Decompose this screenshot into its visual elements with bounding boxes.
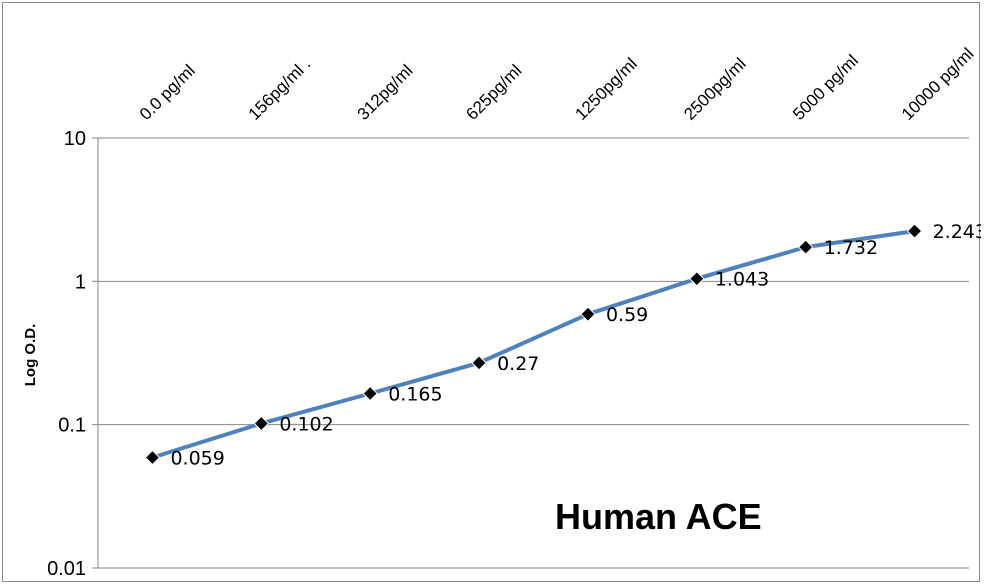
y-tick-label: 0.1 (58, 415, 86, 437)
category-label: 5000 pg/ml (789, 51, 862, 124)
data-point-marker (797, 239, 814, 255)
category-label: 2500pg/ml (680, 54, 750, 124)
data-label: 1.732 (824, 237, 878, 259)
category-labels: 0.0 pg/ml 156pg/ml . 312pg/ml 625pg/ml 1250p… (136, 44, 978, 124)
category-label: 156pg/ml . (245, 54, 315, 124)
data-point-marker (471, 355, 487, 371)
data-label: 0.27 (497, 353, 539, 375)
data-point-marker (144, 449, 161, 466)
data-point-marker (253, 415, 270, 432)
data-point-marker (906, 223, 923, 239)
y-tick-label: 1 (75, 271, 86, 293)
data-label: 0.59 (606, 304, 648, 326)
series-line-path (150, 229, 917, 460)
data-label: 2.243 (933, 221, 981, 243)
data-point-marker (362, 385, 378, 402)
y-tick-label: 10 (64, 128, 86, 150)
y-tick-labels: 10 1 0.1 0.01 (47, 128, 86, 580)
category-label: 312pg/ml (354, 61, 417, 124)
data-markers (144, 223, 923, 466)
data-labels: 0.059 0.102 0.165 0.27 0.59 1.043 1.732 2.243 (170, 221, 981, 469)
data-label: 0.165 (388, 383, 442, 405)
y-tick-label: 0.01 (47, 558, 86, 580)
gridlines (98, 137, 969, 569)
data-point-marker (689, 271, 705, 287)
data-label: 0.102 (279, 413, 333, 435)
data-label: 0.059 (170, 448, 224, 470)
line-chart: 10 1 0.1 0.01 0.0 pg/ml 156pg/ml . 312pg/ml 62… (22, 44, 981, 580)
chart-title: Human ACE (555, 496, 762, 537)
category-label: 1250pg/ml (571, 54, 641, 124)
series-line (150, 229, 917, 460)
category-label: 10000 pg/ml (898, 44, 978, 124)
y-axis (92, 137, 99, 569)
category-label: 0.0 pg/ml (136, 61, 199, 124)
data-point-marker (580, 306, 596, 322)
data-label: 1.043 (715, 269, 769, 291)
y-axis-title: Log O.D. (22, 324, 39, 387)
category-label: 625pg/ml (462, 61, 525, 124)
